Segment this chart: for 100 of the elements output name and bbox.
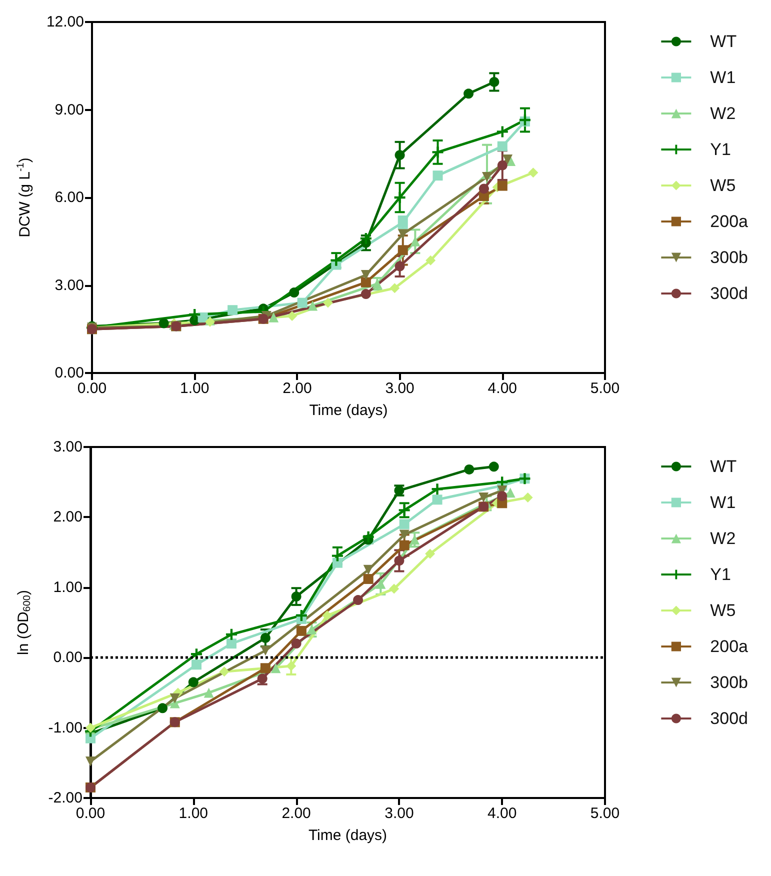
legend-label: WT [710, 32, 737, 51]
y-axis-title: ln (OD600) [15, 590, 33, 656]
x-tick-label: 3.00 [384, 805, 414, 822]
point [497, 180, 508, 191]
point [376, 578, 386, 589]
point [170, 693, 180, 704]
point [464, 88, 474, 99]
point [260, 663, 270, 674]
point [287, 310, 298, 321]
point [296, 626, 306, 636]
point [308, 300, 318, 311]
point [394, 261, 405, 272]
point [497, 160, 508, 170]
legend-label: 200a [710, 637, 749, 656]
point [191, 660, 202, 670]
x-tick-label: 4.00 [488, 380, 517, 397]
point [353, 595, 364, 606]
point [270, 663, 281, 674]
legend-label: Y1 [710, 565, 731, 584]
y-tick-label: 3.00 [53, 438, 82, 456]
point [489, 76, 500, 87]
legend-label: W1 [710, 68, 736, 87]
x-axis-title: Time (days) [309, 402, 388, 419]
y-tick-label: 1.00 [53, 578, 82, 596]
point [496, 126, 508, 138]
x-tick-label: 0.00 [76, 805, 106, 822]
x-tick-label: 2.00 [282, 380, 312, 397]
x-tick-label: 2.00 [282, 805, 311, 822]
point [478, 184, 489, 194]
y-tick-label: 12.00 [46, 14, 84, 30]
point [204, 688, 214, 698]
point [226, 638, 236, 649]
point [398, 229, 408, 240]
point [226, 628, 237, 640]
point [306, 624, 317, 635]
y-tick-label: 3.00 [54, 276, 84, 294]
point [189, 309, 200, 320]
point [464, 464, 474, 474]
legend-label: W5 [710, 601, 736, 620]
x-tick-label: 3.00 [385, 380, 414, 397]
y-tick-label: -1.00 [48, 719, 82, 736]
point [399, 530, 410, 540]
point [394, 192, 406, 203]
legend-label: W2 [710, 529, 736, 548]
point [360, 289, 371, 300]
point [291, 638, 302, 649]
point [394, 556, 404, 566]
legend-label: W5 [710, 176, 736, 195]
point [522, 492, 533, 503]
point [528, 168, 538, 178]
legend-label: W2 [710, 104, 736, 123]
point [410, 534, 420, 545]
point [399, 540, 410, 550]
x-tick-label: 4.00 [488, 805, 517, 822]
point [219, 666, 230, 677]
legend-label: 200a [710, 212, 749, 231]
point [502, 154, 513, 164]
x-tick-label: 1.00 [178, 805, 208, 822]
y-tick-label: 6.00 [54, 189, 84, 206]
point [478, 492, 489, 503]
point [360, 270, 371, 280]
x-axis-title: Time (days) [308, 827, 388, 844]
point [425, 548, 436, 559]
x-tick-label: 5.00 [590, 380, 620, 397]
point [389, 584, 400, 594]
x-tick-label: 1.00 [180, 380, 210, 397]
point [330, 254, 342, 266]
point [482, 172, 492, 182]
point [158, 318, 169, 328]
legend-label: W1 [710, 493, 736, 512]
point [432, 484, 443, 495]
point [291, 592, 302, 602]
point [286, 661, 296, 672]
point [260, 632, 270, 643]
point [322, 610, 332, 620]
point [488, 462, 499, 472]
point [228, 305, 238, 316]
point [297, 298, 308, 308]
point [432, 494, 442, 505]
point [398, 245, 408, 256]
point [260, 646, 270, 656]
point [332, 558, 342, 568]
legend-label: Y1 [710, 140, 731, 159]
point [296, 610, 307, 621]
point [363, 574, 374, 584]
point [158, 703, 168, 714]
point [322, 298, 333, 308]
point [360, 277, 371, 288]
point [399, 519, 410, 530]
legend-label: 300b [710, 248, 748, 267]
legend-label: WT [710, 457, 737, 476]
point [289, 288, 300, 298]
point [268, 312, 279, 322]
legend-label: 300d [710, 709, 748, 728]
point [432, 170, 443, 181]
point [188, 677, 198, 688]
point [497, 491, 508, 502]
y-axis-title: DCW (g L-1) [16, 158, 34, 238]
y-tick-label: 9.00 [54, 101, 84, 118]
y-tick-label: 0.00 [53, 649, 82, 666]
